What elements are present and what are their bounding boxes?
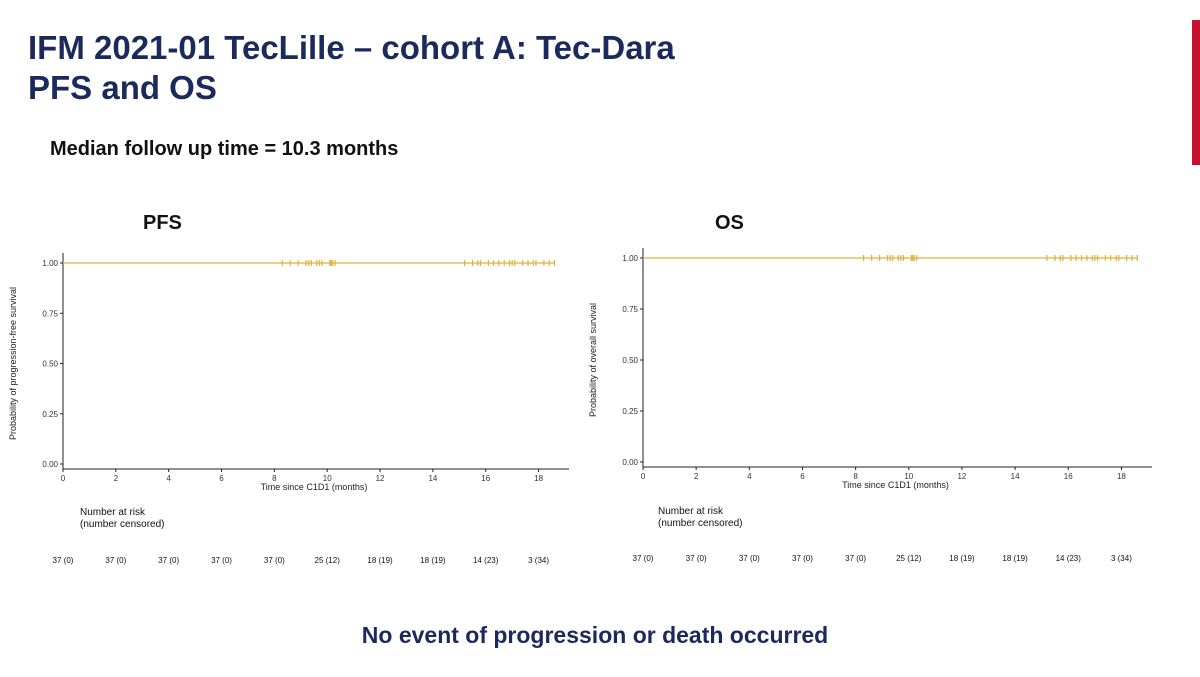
pfs-risk-cell-6: 18 (19)	[367, 556, 393, 565]
os-risk-cell-8: 14 (23)	[1055, 554, 1081, 563]
os-x-tick-label-5: 10	[904, 472, 913, 481]
pfs-risk-cell-9: 3 (34)	[528, 556, 550, 565]
slide-title-line2: PFS and OS	[28, 69, 217, 106]
pfs-risk-cell-7: 18 (19)	[420, 556, 446, 565]
pfs-risk-header-line2: (number censored)	[80, 519, 165, 530]
pfs-x-tick-label-5: 10	[323, 474, 332, 483]
pfs-risk-header: Number at risk (number censored)	[80, 507, 164, 531]
os-risk-header-line2: (number censored)	[658, 518, 743, 529]
pfs-risk-cell-3: 37 (0)	[211, 556, 232, 565]
pfs-risk-cell-1: 37 (0)	[105, 556, 127, 565]
accent-bar	[1192, 20, 1200, 165]
pfs-risk-cell-0: 37 (0)	[52, 556, 74, 565]
pfs-risk-cell-4: 37 (0)	[263, 556, 285, 565]
pfs-y-axis-label: Probability of progression-free survival	[8, 287, 18, 440]
os-risk-header: Number at risk (number censored)	[658, 506, 742, 530]
os-y-tick-label-4: 1.00	[622, 254, 638, 263]
pfs-y-tick-label-2: 0.50	[42, 360, 58, 369]
os-x-tick-label-6: 12	[957, 472, 966, 481]
pfs-y-tick-label-1: 0.25	[42, 410, 58, 419]
pfs-x-tick-label-6: 12	[376, 474, 385, 483]
pfs-x-axis-label: Time since C1D1 (months)	[261, 482, 368, 492]
os-risk-cell-4: 37 (0)	[845, 554, 867, 563]
os-x-tick-label-3: 6	[800, 472, 805, 481]
os-risk-cell-1: 37 (0)	[685, 554, 707, 563]
os-x-tick-label-1: 2	[694, 472, 699, 481]
os-risk-cell-5: 25 (12)	[896, 554, 922, 563]
footer-conclusion: No event of progression or death occurre…	[361, 622, 829, 648]
pfs-x-tick-label-4: 8	[272, 474, 277, 483]
os-panel-label: OS	[715, 212, 744, 234]
followup-text: Median follow up time = 10.3 months	[50, 138, 399, 160]
pfs-x-tick-label-3: 6	[219, 474, 224, 483]
pfs-x-tick-label-7: 14	[428, 474, 437, 483]
os-y-tick-label-2: 0.50	[622, 356, 638, 365]
os-x-tick-label-0: 0	[641, 472, 646, 481]
slide-title: IFM 2021-01 TecLille – cohort A: Tec-Dar…	[28, 28, 675, 108]
os-risk-cell-6: 18 (19)	[949, 554, 975, 563]
os-risk-cell-2: 37 (0)	[738, 554, 760, 563]
pfs-x-tick-label-1: 2	[114, 474, 119, 483]
pfs-risk-header-line1: Number at risk	[80, 507, 146, 518]
os-risk-cell-3: 37 (0)	[792, 554, 813, 563]
os-y-axis-label: Probability of overall survival	[588, 303, 598, 417]
pfs-risk-cell-2: 37 (0)	[158, 556, 180, 565]
pfs-x-tick-label-9: 18	[534, 474, 543, 483]
os-x-tick-label-9: 18	[1117, 472, 1126, 481]
pfs-risk-cell-8: 14 (23)	[473, 556, 499, 565]
pfs-risk-cell-5: 25 (12)	[314, 556, 340, 565]
os-risk-header-line1: Number at risk	[658, 506, 724, 517]
os-risk-cell-7: 18 (19)	[1002, 554, 1028, 563]
os-risk-cell-9: 3 (34)	[1110, 554, 1132, 563]
os-x-tick-label-2: 4	[747, 472, 752, 481]
os-x-tick-label-8: 16	[1064, 472, 1073, 481]
os-chart: 0.00 0.25 0.50 0.75 1.00 0 2 4 6 8 10 12 14 16 18 Time …	[588, 248, 1152, 490]
pfs-x-tick-label-2: 4	[166, 474, 171, 483]
pfs-x-tick-label-8: 16	[481, 474, 490, 483]
os-y-tick-label-1: 0.25	[622, 407, 638, 416]
pfs-chart: 0.00 0.25 0.50 0.75 1.00 0 2 4 6 8 10 12 14 16 18 Time …	[8, 253, 569, 492]
os-x-axis-label: Time since C1D1 (months)	[842, 480, 949, 490]
os-x-tick-label-7: 14	[1011, 472, 1020, 481]
os-y-tick-label-0: 0.00	[622, 458, 638, 467]
pfs-y-tick-label-4: 1.00	[42, 259, 58, 268]
pfs-x-tick-label-0: 0	[61, 474, 66, 483]
slide-title-line1: IFM 2021-01 TecLille – cohort A: Tec-Dar…	[28, 29, 675, 66]
os-risk-cell-0: 37 (0)	[632, 554, 654, 563]
pfs-y-tick-label-0: 0.00	[42, 460, 58, 469]
pfs-y-tick-label-3: 0.75	[42, 309, 58, 318]
os-x-tick-label-4: 8	[853, 472, 858, 481]
pfs-panel-label: PFS	[143, 212, 182, 234]
os-y-tick-label-3: 0.75	[622, 305, 638, 314]
